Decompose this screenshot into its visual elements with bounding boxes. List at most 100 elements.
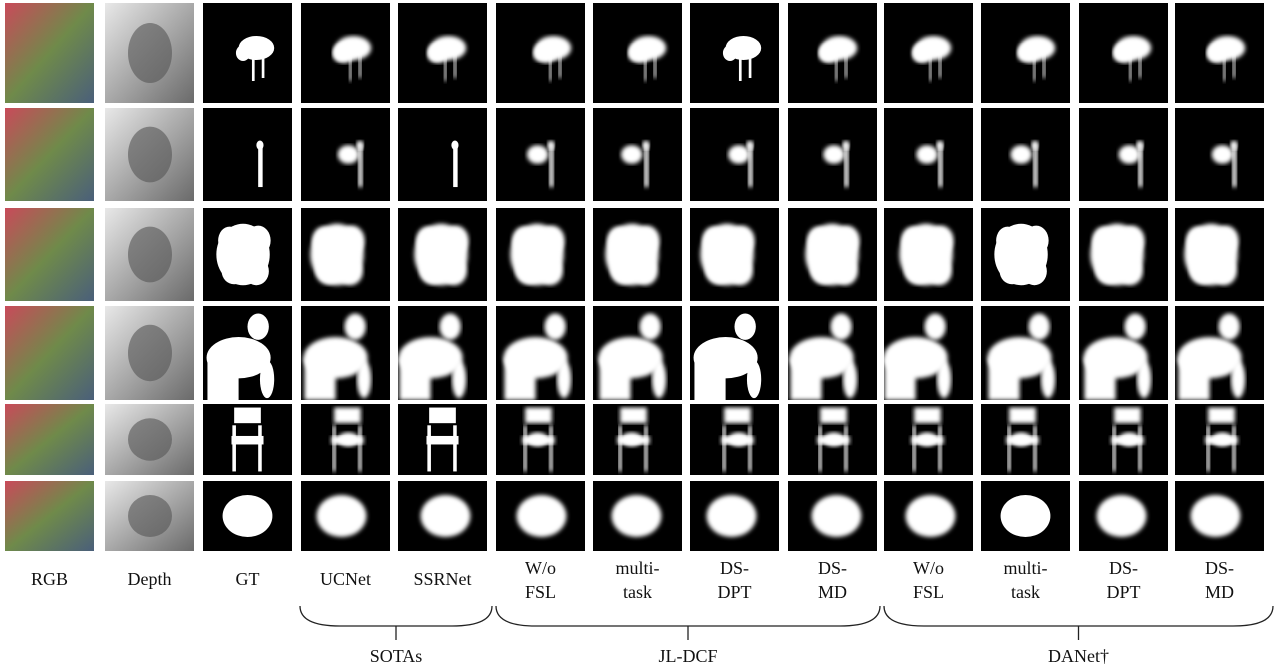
- image-cell: [496, 208, 585, 301]
- image-cell: [496, 404, 585, 475]
- mask-blob: [630, 43, 651, 63]
- mask-blob: [1033, 145, 1037, 187]
- mask: [414, 224, 468, 285]
- mask-blob: [819, 43, 840, 63]
- group-label: DANet†: [1048, 646, 1109, 666]
- mask: [906, 495, 956, 537]
- mask-blob: [916, 145, 937, 164]
- column-label: RGB: [31, 569, 68, 589]
- mask-blob: [642, 141, 649, 150]
- image-cell: [788, 404, 877, 475]
- mask-blob: [739, 53, 742, 81]
- mask-blob: [936, 141, 943, 150]
- mask-blob: [1019, 344, 1040, 363]
- mask-blob: [620, 408, 647, 424]
- image-cell: [981, 481, 1070, 551]
- mask-blob: [332, 425, 336, 471]
- image-cell: [301, 3, 390, 103]
- image-cell: [5, 404, 94, 475]
- mask-blob: [334, 408, 361, 424]
- image-cell: [203, 404, 292, 475]
- mask-blob: [1007, 425, 1011, 471]
- image-cell: [1175, 108, 1264, 201]
- mask-blob: [436, 245, 457, 264]
- column-label: FSL: [913, 582, 944, 602]
- depth-object: [128, 227, 172, 283]
- column-label: DPT: [1106, 582, 1140, 602]
- mask-blob: [333, 43, 354, 63]
- image-cell: [496, 3, 585, 103]
- mask-blob: [842, 141, 849, 150]
- mask-blob: [912, 425, 916, 471]
- image-cell: [203, 108, 292, 201]
- image-cell: [398, 3, 487, 103]
- mask-blob: [338, 432, 359, 446]
- mask: [517, 495, 567, 537]
- image-cell: [5, 306, 94, 400]
- depth-object: [128, 418, 172, 461]
- mask-blob: [416, 227, 439, 255]
- image-cell: [981, 404, 1070, 475]
- mask-blob: [790, 358, 821, 400]
- image-cell: [105, 481, 194, 551]
- column-label: Depth: [128, 569, 172, 589]
- mask-blob: [1139, 53, 1142, 78]
- mask: [1184, 224, 1238, 285]
- image-cell: [981, 306, 1070, 400]
- mask-blob: [504, 358, 535, 400]
- image-cell: [593, 208, 682, 301]
- rgb-image: [5, 108, 94, 201]
- mask-blob: [746, 141, 753, 150]
- image-cell: [496, 306, 585, 400]
- mask-blob: [844, 425, 848, 471]
- mask-blob: [547, 141, 554, 150]
- image-cell: [884, 481, 973, 551]
- mask: [707, 495, 757, 537]
- mask-blob: [831, 314, 852, 340]
- image-cell: [1175, 306, 1264, 400]
- rgb-image: [5, 404, 94, 475]
- mask-blob: [333, 344, 354, 363]
- mask-blob: [818, 425, 822, 471]
- image-cell: [690, 108, 779, 201]
- mask-blob: [1009, 408, 1036, 424]
- image-cell: [1079, 208, 1168, 301]
- mask-blob: [256, 141, 263, 150]
- mask-blob: [820, 408, 847, 424]
- image-cell: [884, 306, 973, 400]
- image-cell: [593, 481, 682, 551]
- mask-blob: [1022, 257, 1047, 285]
- column-label: MD: [818, 582, 847, 602]
- mask-blob: [536, 344, 557, 363]
- depth-object: [128, 23, 172, 83]
- mask-blob: [921, 245, 942, 264]
- mask: [612, 495, 662, 537]
- image-cell: [690, 404, 779, 475]
- mask-blob: [1219, 314, 1240, 340]
- mask: [605, 224, 659, 285]
- mask-blob: [1212, 145, 1233, 164]
- mask-blob: [356, 141, 363, 150]
- mask-blob: [621, 145, 642, 164]
- mask-blob: [988, 358, 1019, 400]
- mask-blob: [1136, 141, 1143, 150]
- mask-blob: [1024, 226, 1049, 256]
- mask-blob: [828, 245, 849, 264]
- mask-blob: [1112, 425, 1116, 471]
- mask-blob: [1114, 43, 1135, 63]
- rgb-image: [5, 3, 94, 103]
- mask-blob: [694, 358, 725, 400]
- mask-blob: [735, 314, 756, 340]
- mask-blob: [901, 227, 924, 255]
- group-label: JL-DCF: [658, 646, 717, 666]
- mask-blob: [640, 314, 661, 340]
- column-label: DS-: [818, 558, 847, 578]
- mask-blob: [252, 53, 255, 81]
- column-label: task: [623, 582, 652, 602]
- mask-background: [398, 108, 487, 201]
- mask-blob: [218, 227, 241, 255]
- image-cell: [981, 208, 1070, 301]
- column-label: W/o: [525, 558, 556, 578]
- mask: [994, 224, 1048, 285]
- mask-blob: [1212, 432, 1233, 446]
